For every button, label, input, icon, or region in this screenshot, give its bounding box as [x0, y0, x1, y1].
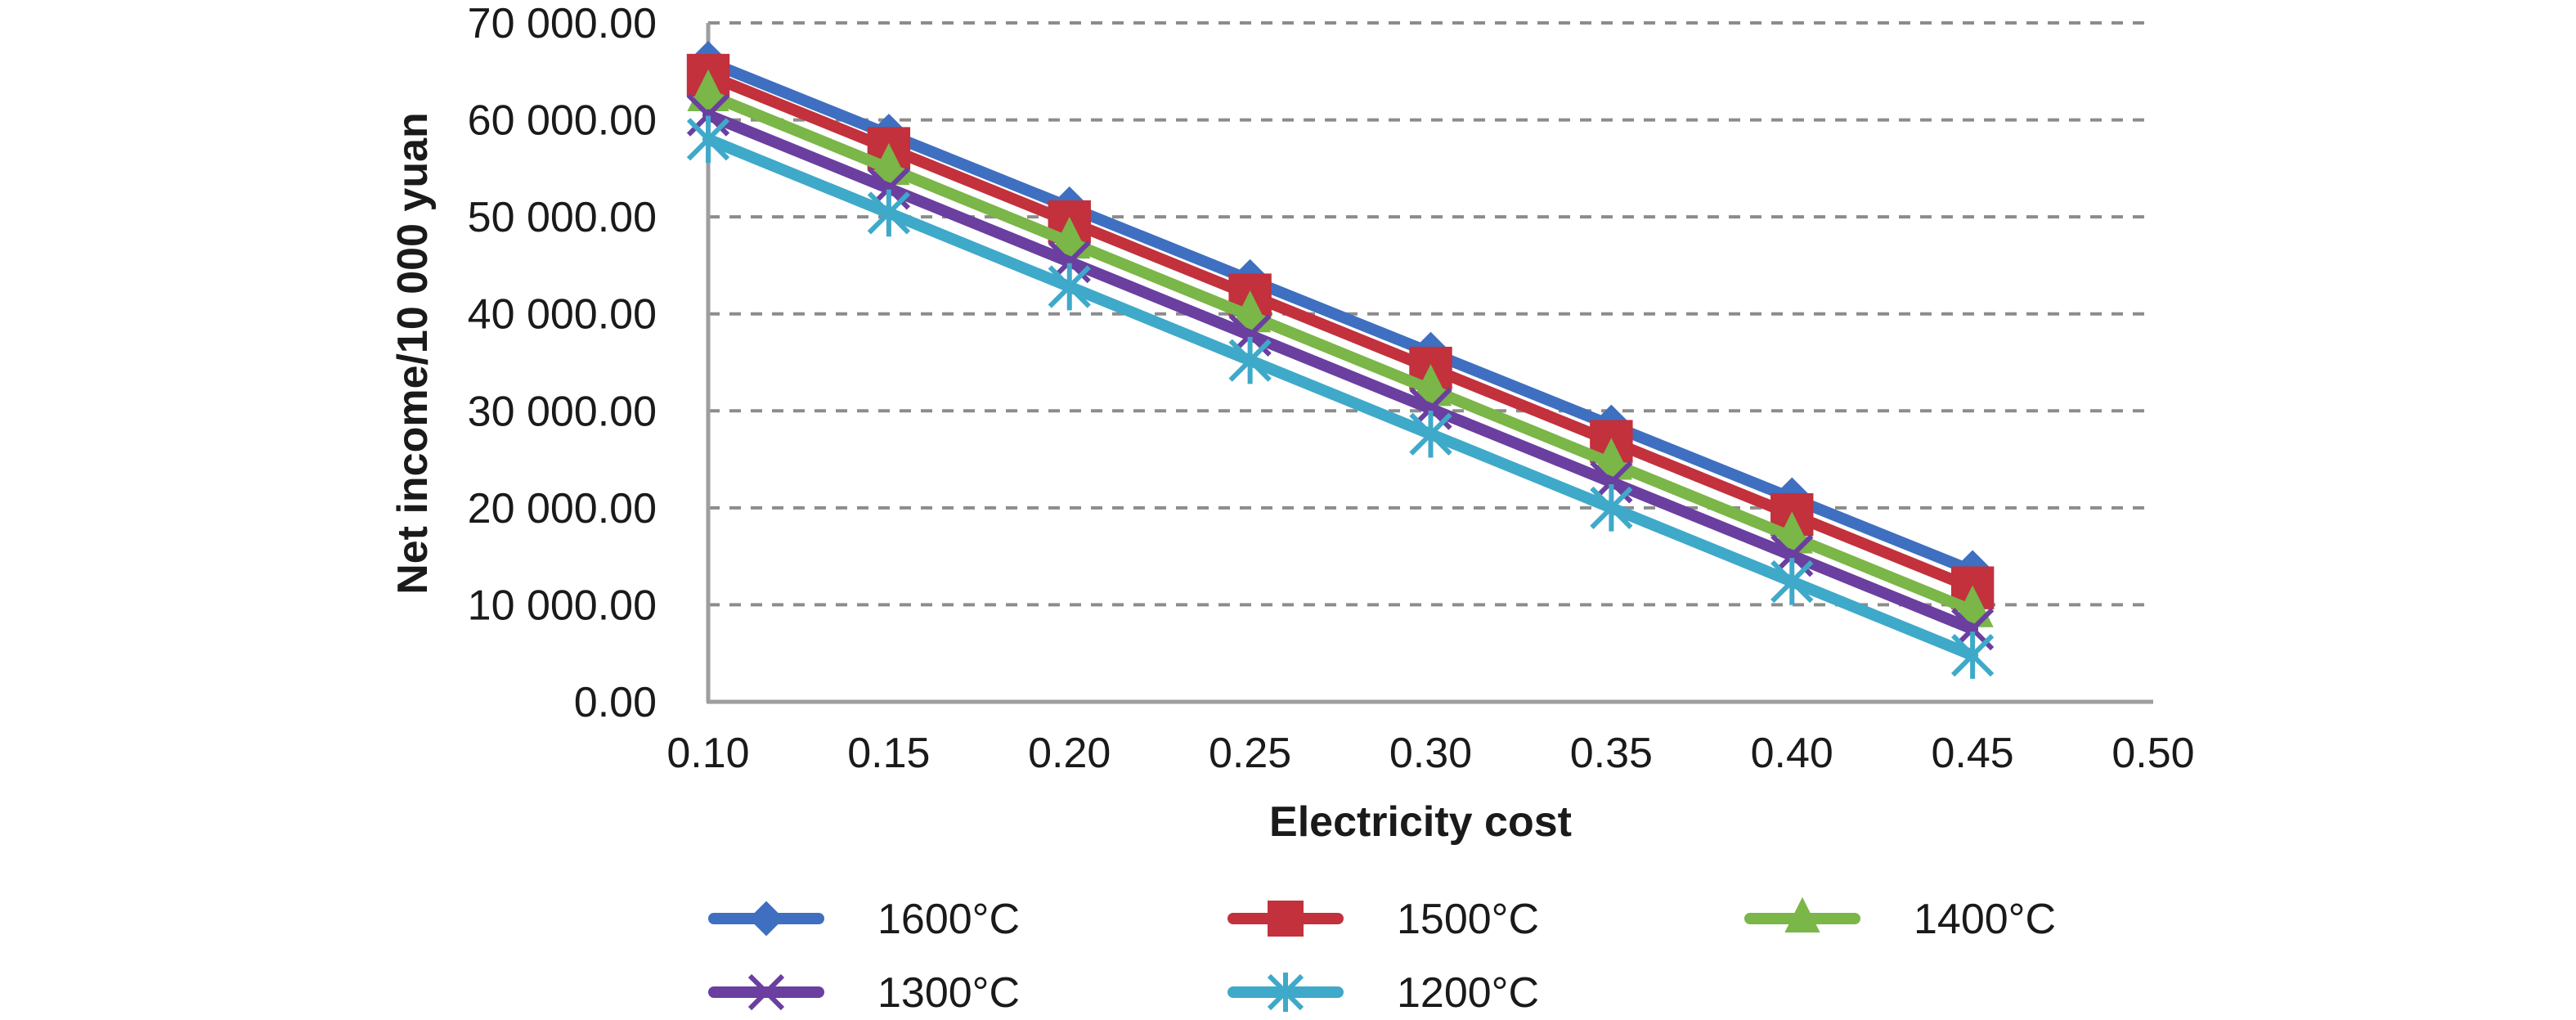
x-tick-label: 0.30 — [1389, 730, 1472, 777]
series — [686, 41, 1995, 679]
legend-item: 1400°C — [1744, 896, 2056, 943]
data-point — [1409, 410, 1452, 458]
y-tick-label: 50 000.00 — [468, 194, 657, 241]
data-point — [1590, 484, 1633, 532]
y-tick-labels: 0.00 10 000.00 20 000.00 30 000.00 40 000.00… — [468, 0, 657, 726]
y-tick-label: 30 000.00 — [468, 388, 657, 435]
legend-label: 1300°C — [877, 969, 1020, 1017]
legend-symbol-triangle — [1744, 896, 1860, 932]
legend-symbol-diamond — [708, 901, 824, 937]
y-axis-title: Net income/10 000 yuan — [389, 112, 437, 595]
data-point — [1228, 336, 1272, 384]
series-line — [702, 88, 1979, 617]
legend-item: 1600°C — [708, 896, 1020, 943]
x-tick-label: 0.40 — [1751, 730, 1833, 777]
series-line — [702, 56, 1979, 577]
x-tick-label: 0.50 — [2112, 730, 2194, 777]
legend-label: 1400°C — [1914, 896, 2056, 943]
y-tick-label: 40 000.00 — [468, 291, 657, 339]
x-tick-label: 0.20 — [1028, 730, 1111, 777]
gridlines — [708, 21, 2153, 607]
legend: 1600°C 1500°C 1400°C 1300°C 1200°C — [708, 896, 2056, 1017]
y-tick-label: 70 000.00 — [468, 0, 657, 47]
x-tick-labels: 0.10 0.15 0.20 0.25 0.30 0.35 0.40 0.45 0.50 — [666, 730, 2194, 777]
data-point — [1951, 631, 1995, 679]
x-axis-title: Electricity cost — [1269, 798, 1572, 846]
legend-item: 1200°C — [1227, 969, 1539, 1017]
data-point — [1048, 263, 1091, 311]
legend-label: 1500°C — [1397, 896, 1539, 943]
series-1200c — [686, 115, 1995, 679]
series-line — [702, 109, 1979, 636]
y-tick-label: 60 000.00 — [468, 97, 657, 145]
y-tick-label: 0.00 — [574, 679, 657, 726]
legend-symbol-x — [708, 973, 824, 1011]
legend-label: 1600°C — [877, 896, 1020, 943]
series-line — [702, 70, 1979, 594]
x-tick-label: 0.35 — [1570, 730, 1653, 777]
data-point — [1770, 558, 1814, 605]
series-1400c — [687, 69, 1994, 627]
series-line — [702, 133, 1979, 662]
legend-symbol-square — [1227, 901, 1344, 937]
x-tick-label: 0.15 — [847, 730, 930, 777]
data-point — [867, 189, 910, 237]
x-tick-label: 0.45 — [1932, 730, 2014, 777]
data-point — [686, 115, 730, 164]
legend-item: 1500°C — [1227, 896, 1539, 943]
legend-label: 1200°C — [1397, 969, 1539, 1017]
legend-item: 1300°C — [708, 969, 1020, 1017]
legend-symbol-star — [1227, 973, 1344, 1012]
x-tick-label: 0.10 — [666, 730, 749, 777]
y-tick-label: 20 000.00 — [468, 485, 657, 532]
x-tick-label: 0.25 — [1209, 730, 1291, 777]
y-tick-label: 10 000.00 — [468, 582, 657, 629]
